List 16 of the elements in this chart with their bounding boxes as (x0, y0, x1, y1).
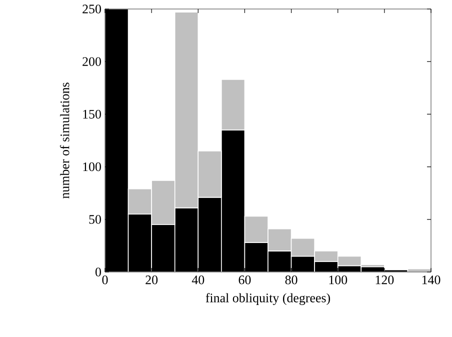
x-tick-label: 40 (192, 276, 204, 284)
y-tick-label: 0 (96, 268, 101, 276)
y-tick-label: 250 (82, 4, 101, 14)
y-tick-label: 50 (89, 215, 101, 224)
x-tick-label: 0 (102, 276, 108, 284)
x-tick-label: 20 (146, 276, 158, 284)
x-axis-title: final obliquity (degrees) (206, 293, 330, 306)
y-tick-label: 200 (82, 57, 101, 66)
x-tick-label: 80 (285, 276, 298, 284)
x-tick-label: 60 (238, 276, 251, 284)
x-tick-label: 120 (376, 276, 394, 284)
x-tick-label: 140 (422, 276, 440, 284)
y-tick-label: 100 (83, 162, 101, 172)
y-axis-title: number of simulations (60, 82, 70, 198)
y-tick-label: 150 (83, 110, 101, 119)
x-tick-label: 100 (329, 276, 348, 284)
